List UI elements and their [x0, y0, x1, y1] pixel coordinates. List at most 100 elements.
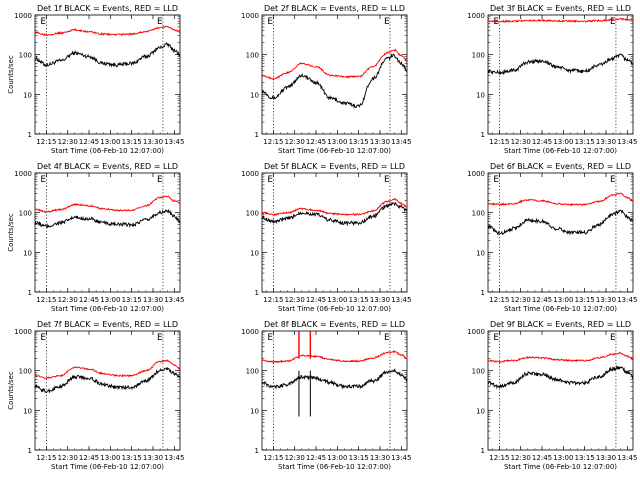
x-tick-label: 12:45: [306, 296, 326, 304]
panel-9: Det 9f BLACK = Events, RED = LLD 1 10 100 10…: [467, 320, 637, 471]
x-tick-label: 12:30: [511, 454, 531, 462]
x-tick-label: 13:00: [100, 138, 120, 146]
series-line-events: [34, 367, 181, 394]
x-tick-label: 13:45: [617, 138, 637, 146]
plot-frame: [34, 172, 181, 293]
series-line-events: [34, 42, 181, 68]
y-tick-label: 1: [28, 289, 32, 297]
x-tick-label: 13:30: [596, 296, 616, 304]
y-tick-label: 1000: [241, 328, 259, 336]
y-tick-label: 1000: [14, 170, 32, 178]
plot-frame: [34, 330, 181, 451]
panel-3: Det 3f BLACK = Events, RED = LLD 1 10 100 10…: [467, 4, 637, 155]
event-marker-label: E: [157, 17, 163, 27]
y-tick-label: 1000: [467, 328, 485, 336]
x-tick-label: 12:45: [306, 138, 326, 146]
x-tick-label: 13:45: [391, 296, 411, 304]
series-line-events: [487, 53, 634, 76]
x-tick-label: 12:15: [489, 296, 509, 304]
plot-frame: [487, 330, 634, 451]
y-tick-label: 100: [19, 210, 32, 218]
x-tick-label: 13:15: [575, 454, 595, 462]
x-tick-label: 13:15: [122, 454, 142, 462]
event-marker-label: E: [157, 333, 163, 343]
x-tick-label: 13:00: [553, 454, 573, 462]
y-tick-label: 10: [476, 249, 485, 257]
plot-frame: [487, 14, 634, 135]
event-marker-label: E: [610, 17, 616, 27]
x-tick-label: 13:15: [349, 454, 369, 462]
y-tick-label: 1000: [467, 170, 485, 178]
x-tick-label: 12:15: [263, 138, 283, 146]
event-marker-label: E: [384, 17, 390, 27]
y-tick-label: 1: [28, 131, 32, 139]
event-marker-label: E: [40, 17, 46, 27]
x-axis-label: Start Time (06-Feb-10 12:07:00): [51, 147, 164, 155]
y-tick-label: 1000: [14, 12, 32, 20]
event-marker-label: E: [384, 333, 390, 343]
x-tick-label: 12:15: [489, 454, 509, 462]
y-tick-label: 10: [250, 407, 259, 415]
chart-title: Det 8f BLACK = Events, RED = LLD: [264, 320, 405, 329]
y-tick-label: 100: [472, 210, 485, 218]
x-tick-label: 12:45: [79, 138, 99, 146]
chart-title: Det 3f BLACK = Events, RED = LLD: [490, 4, 631, 13]
x-axis-label: Start Time (06-Feb-10 12:07:00): [278, 147, 391, 155]
series-line-events: [261, 368, 408, 390]
y-tick-label: 10: [23, 249, 32, 257]
chart-title: Det 5f BLACK = Events, RED = LLD: [264, 162, 405, 171]
series-line-events: [487, 365, 634, 390]
x-tick-label: 13:15: [575, 296, 595, 304]
chart-title: Det 7f BLACK = Events, RED = LLD: [37, 320, 178, 329]
x-tick-label: 13:15: [575, 138, 595, 146]
x-tick-label: 12:30: [58, 138, 78, 146]
series-line-lld: [261, 197, 408, 217]
event-marker-label: E: [267, 333, 273, 343]
panel-8: Det 8f BLACK = Events, RED = LLD 1 10 100 10…: [241, 320, 411, 471]
y-tick-label: 1: [481, 447, 485, 455]
x-tick-label: 13:15: [122, 138, 142, 146]
plot-frame: [34, 14, 181, 135]
x-tick-label: 13:45: [617, 454, 637, 462]
chart-title: Det 9f BLACK = Events, RED = LLD: [490, 320, 631, 329]
y-tick-label: 1000: [241, 12, 259, 20]
y-axis-label: Counts/sec: [7, 371, 15, 410]
x-axis-label: Start Time (06-Feb-10 12:07:00): [51, 463, 164, 471]
y-axis-label: Counts/sec: [7, 213, 15, 252]
y-tick-label: 100: [246, 368, 259, 376]
panel-4: Det 4f BLACK = Events, RED = LLD 1 10 100 10…: [7, 162, 184, 313]
x-tick-label: 13:00: [100, 296, 120, 304]
y-tick-label: 1: [481, 289, 485, 297]
x-tick-label: 12:30: [58, 454, 78, 462]
y-tick-label: 1: [481, 131, 485, 139]
y-tick-label: 10: [250, 249, 259, 257]
y-axis-label: Counts/sec: [7, 55, 15, 94]
x-tick-label: 13:45: [617, 296, 637, 304]
y-tick-label: 1: [255, 289, 259, 297]
panel-2: Det 2f BLACK = Events, RED = LLD 1 10 100 10…: [241, 4, 411, 155]
event-marker-label: E: [267, 175, 273, 185]
series-line-lld: [261, 48, 408, 80]
panel-5: Det 5f BLACK = Events, RED = LLD 1 10 100 10…: [241, 162, 411, 313]
y-tick-label: 1000: [241, 170, 259, 178]
x-tick-label: 13:45: [391, 138, 411, 146]
panel-7: Det 7f BLACK = Events, RED = LLD 1 10 100 10…: [7, 320, 184, 471]
x-tick-label: 13:30: [370, 138, 390, 146]
x-tick-label: 12:15: [263, 454, 283, 462]
plot-frame: [261, 172, 408, 293]
x-tick-label: 13:15: [349, 296, 369, 304]
y-tick-label: 1: [28, 447, 32, 455]
y-tick-label: 100: [246, 52, 259, 60]
x-tick-label: 12:30: [285, 454, 305, 462]
x-axis-label: Start Time (06-Feb-10 12:07:00): [504, 305, 617, 313]
series-line-events: [487, 209, 634, 236]
chart-title: Det 4f BLACK = Events, RED = LLD: [37, 162, 178, 171]
y-tick-label: 10: [23, 91, 32, 99]
x-tick-label: 12:30: [511, 296, 531, 304]
event-marker-label: E: [493, 333, 499, 343]
y-tick-label: 100: [472, 52, 485, 60]
x-tick-label: 13:30: [370, 296, 390, 304]
x-tick-label: 13:45: [164, 138, 184, 146]
